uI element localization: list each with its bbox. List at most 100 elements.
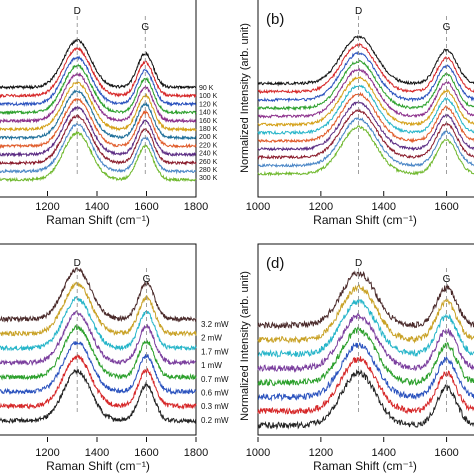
spectrum-line [0, 38, 197, 91]
spectrum-line [257, 100, 474, 152]
legend-label: 0.7 mW [201, 375, 229, 384]
panel-d-frame [257, 243, 474, 436]
x-tick-label: 1200 [35, 447, 59, 459]
panel-d-ylabel: Normalized Intensity (arb. unit) [239, 271, 251, 421]
panel-d: 1000 1200 1400 1600 D G (d) Normalized Inte… [239, 243, 474, 473]
spectrum-line [257, 51, 474, 103]
spectrum-line [0, 340, 197, 396]
x-tick-label: 1600 [434, 447, 458, 459]
spectrum-line [0, 81, 197, 133]
spectrum-line [0, 89, 197, 141]
spectrum-line [0, 46, 197, 99]
spectrum-line [0, 72, 196, 124]
spectrum-line [257, 42, 474, 95]
legend-label: 300 K [199, 175, 218, 182]
legend-label: 100 K [199, 93, 218, 100]
legend-label: 3.2 mW [201, 320, 229, 329]
legend-label: 200 K [199, 134, 218, 141]
panel-c-xlabel: Raman Shift (cm⁻¹) [46, 459, 150, 473]
spectrum-line [257, 59, 474, 112]
panel-b-ylabel: Normalized Intensity (arb. unit) [239, 23, 251, 173]
spectrum-line [0, 113, 197, 166]
legend-label: 140 K [199, 110, 218, 117]
x-tick-label: 1600 [134, 201, 158, 213]
panel-d-label: (d) [266, 255, 284, 272]
spectrum-line [257, 91, 474, 144]
spectrum-line [257, 369, 474, 431]
spectrum-line [257, 298, 474, 358]
legend-label: 280 K [199, 167, 218, 174]
x-tick-label: 1400 [85, 201, 109, 213]
x-tick-label: 1200 [309, 201, 333, 213]
legend-label: 1 mW [201, 361, 222, 370]
x-tick-label: 1400 [371, 447, 395, 459]
spectrum-line [0, 267, 197, 323]
spectrum-line [257, 326, 474, 387]
legend-label: 90 K [199, 85, 214, 92]
peak-label-d: D [355, 6, 362, 17]
panel-a-xlabel: Raman Shift (cm⁻¹) [46, 213, 150, 227]
panel-b-xlabel: Raman Shift (cm⁻¹) [313, 213, 417, 227]
legend-label: 0.2 mW [201, 416, 229, 425]
x-tick-label: 1200 [35, 201, 59, 213]
peak-label-d: D [355, 258, 362, 269]
peak-label-d: D [74, 6, 81, 17]
legend-label: 160 K [199, 118, 218, 125]
spectrum-line [257, 270, 474, 330]
legend-label: 260 K [199, 159, 218, 166]
x-tick-label: 1400 [371, 201, 395, 213]
panel-b-frame [257, 0, 474, 198]
x-tick-label: 1000 [246, 201, 270, 213]
spectrum-line [257, 125, 474, 177]
x-tick-label: 1800 [184, 447, 208, 459]
spectrum-line [257, 117, 474, 168]
spectrum-line [0, 323, 197, 381]
x-tick-label: 1600 [434, 201, 458, 213]
spectrum-line [0, 105, 197, 158]
spectrum-line [0, 55, 197, 108]
legend-label: 220 K [199, 142, 218, 149]
peak-label-g: G [143, 274, 151, 285]
panel-b-label: (b) [266, 11, 284, 28]
panel-c: 1200 1400 1600 1800 D G 3.2 mW 2 mW 1.7 mW 1 m… [0, 243, 229, 473]
peak-label-g: G [443, 274, 451, 285]
x-tick-label: 1400 [85, 447, 109, 459]
spectrum-line [0, 122, 197, 175]
spectrum-line [257, 356, 474, 415]
legend-label: 0.6 mW [201, 389, 229, 398]
spectrum-line [257, 75, 474, 128]
legend-label: 120 K [199, 101, 218, 108]
spectrum-line [0, 63, 197, 116]
spectrum-line [257, 284, 474, 345]
spectrum-line [0, 281, 197, 338]
spectrum-line [0, 296, 197, 352]
peak-label-d: D [74, 258, 81, 269]
spectrum-line [257, 342, 474, 402]
legend-label: 240 K [199, 151, 218, 158]
peak-label-g: G [141, 22, 149, 33]
panel-b: 1000 1200 1400 1600 D G (b) Normalized Inte… [239, 0, 474, 227]
x-tick-label: 1600 [134, 447, 158, 459]
x-tick-label: 1800 [184, 201, 208, 213]
spectrum-line [257, 34, 474, 87]
spectrum-line [257, 108, 474, 161]
spectrum-line [0, 354, 197, 410]
spectrum-line [0, 97, 197, 150]
panel-c-frame [0, 243, 197, 436]
peak-label-g: G [443, 22, 451, 33]
legend-label: 0.3 mW [201, 402, 229, 411]
spectrum-line [257, 84, 474, 136]
x-tick-label: 1000 [246, 447, 270, 459]
spectrum-line [0, 130, 197, 183]
panel-d-xlabel: Raman Shift (cm⁻¹) [313, 459, 417, 473]
spectrum-line [0, 310, 197, 366]
spectrum-line [257, 67, 474, 119]
x-tick-label: 1200 [309, 447, 333, 459]
spectrum-line [257, 312, 474, 373]
panel-a-frame [0, 0, 197, 198]
legend-label: 2 mW [201, 334, 222, 343]
spectrum-line [0, 369, 197, 425]
legend-label: 1.7 mW [201, 347, 229, 356]
